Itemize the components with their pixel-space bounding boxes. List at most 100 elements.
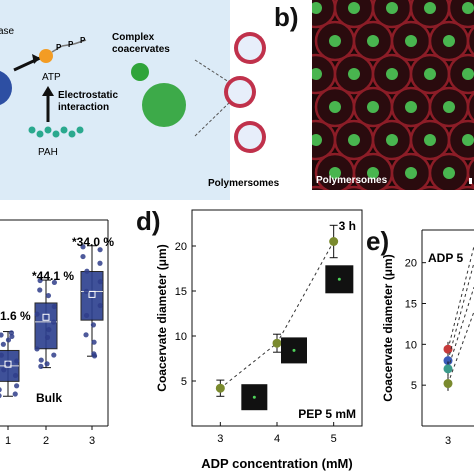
polymersome-vesicle <box>379 185 405 190</box>
c-data-point <box>80 244 86 250</box>
c-mean-marker <box>88 290 96 298</box>
e-series-line <box>447 311 474 384</box>
zoom-line <box>194 59 233 85</box>
phosphate-label: P <box>80 36 86 45</box>
d-y-tick-label: 20 <box>175 241 187 253</box>
coacervate-core <box>462 134 474 146</box>
c-mean-marker <box>42 313 50 321</box>
c-data-point <box>51 352 57 358</box>
e-data-point <box>443 364 453 374</box>
panel-d-letter: d) <box>136 206 161 236</box>
c-data-point <box>83 288 89 294</box>
panel-b-letter: b) <box>274 2 299 32</box>
c-annotation: *44.1 % <box>32 269 74 283</box>
pah-polymer-icon <box>28 126 84 138</box>
polymersome-vesicle <box>417 185 443 190</box>
scale-bar <box>469 178 472 184</box>
c-data-point <box>12 372 19 379</box>
c-x-tick-label: 1 <box>5 435 11 447</box>
c-data-point <box>80 253 86 260</box>
atp-chain <box>61 43 75 47</box>
polymersome-icon <box>224 76 256 108</box>
d-y-tick-label: 15 <box>175 286 187 298</box>
coacervate-core <box>443 167 455 179</box>
coacervate-core <box>462 2 474 14</box>
polymersome-vesicle <box>312 185 329 190</box>
e-y-tick-label: 15 <box>405 299 417 311</box>
d-x-tick-label: 5 <box>331 433 337 445</box>
phosphate-label: P <box>56 43 62 52</box>
coacervate-core <box>424 68 436 80</box>
enzyme-label: ase <box>0 26 15 37</box>
reaction-arrowhead <box>32 54 40 64</box>
coacervate-core <box>312 68 322 80</box>
c-data-point <box>0 332 4 338</box>
c-x-tick-label: 3 <box>89 435 95 447</box>
interaction-label-line2: interaction <box>58 102 109 113</box>
panel-b-micrograph: Polymersomes <box>312 0 474 190</box>
c-data-point <box>51 303 57 310</box>
c-box <box>34 302 58 350</box>
micrograph-caption: Polymersomes <box>316 175 388 186</box>
d-x-tick-label: 3 <box>217 433 223 445</box>
c-data-point <box>1 367 7 373</box>
c-data-point <box>97 279 103 285</box>
coacervate-core <box>424 134 436 146</box>
c-data-point <box>91 353 98 359</box>
c-data-point <box>34 346 40 352</box>
coacervate-core <box>405 101 417 113</box>
d-x-tick-label: 4 <box>274 433 280 445</box>
c-data-point <box>91 339 97 345</box>
c-data-point <box>0 393 2 399</box>
d-data-point <box>329 237 339 246</box>
c-data-point <box>90 322 97 328</box>
coacervate-core <box>386 134 398 146</box>
c-data-point <box>44 361 50 367</box>
c-data-point <box>14 383 20 389</box>
polymersome-vesicle <box>455 185 474 190</box>
c-data-point <box>46 327 52 333</box>
c-data-point <box>44 334 51 341</box>
e-data-point <box>443 344 453 354</box>
small-coacervate-icon <box>131 63 149 81</box>
e-y-tick-label: 10 <box>405 339 417 351</box>
coacervate-core <box>405 35 417 47</box>
complex-coacervates-line1: Complex <box>112 32 155 43</box>
interaction-label-line1: Electrostatic <box>58 90 118 101</box>
coacervate-core <box>424 2 436 14</box>
coacervate-core <box>348 134 360 146</box>
c-data-point <box>37 287 43 293</box>
c-data-point <box>84 268 90 274</box>
pah-label: PAH <box>38 147 58 158</box>
phosphate-label: P <box>68 40 74 49</box>
c-data-point <box>5 361 11 367</box>
c-data-point <box>8 330 15 336</box>
d-data-point <box>272 338 282 348</box>
polymersome-vesicle <box>447 119 474 161</box>
c-data-point <box>38 363 44 369</box>
coacervate-core <box>405 167 417 179</box>
c-data-point <box>38 357 44 363</box>
panel-d-chart: 5 10 15 20 3 4 5 3 h PEP 5 mM Coacervate diameter… <box>155 209 363 471</box>
coacervate-core <box>348 2 360 14</box>
c-annotation: *34.0 % <box>72 235 114 249</box>
interaction-arrowhead <box>42 86 54 96</box>
polymersome-icon <box>234 121 266 153</box>
c-bulk-label: Bulk <box>36 391 62 405</box>
coacervate-core <box>329 35 341 47</box>
d-condition-label: PEP 5 mM <box>298 407 356 421</box>
polymersome-vesicle <box>466 25 474 57</box>
c-data-point <box>97 260 103 266</box>
atp-molecule-icon <box>39 49 53 63</box>
c-mean-marker <box>4 360 12 368</box>
c-data-point <box>97 302 103 309</box>
polymersome-icon <box>234 32 266 64</box>
c-data-point <box>83 332 89 338</box>
c-data-point <box>37 277 43 284</box>
e-y-axis-label: Coacervate diameter (μm) <box>381 254 395 401</box>
coacervate-core <box>312 2 322 14</box>
c-data-point <box>0 387 2 393</box>
c-annotation: -1.6 % <box>0 309 31 323</box>
atp-chain <box>51 45 63 53</box>
coacervate-core <box>329 101 341 113</box>
